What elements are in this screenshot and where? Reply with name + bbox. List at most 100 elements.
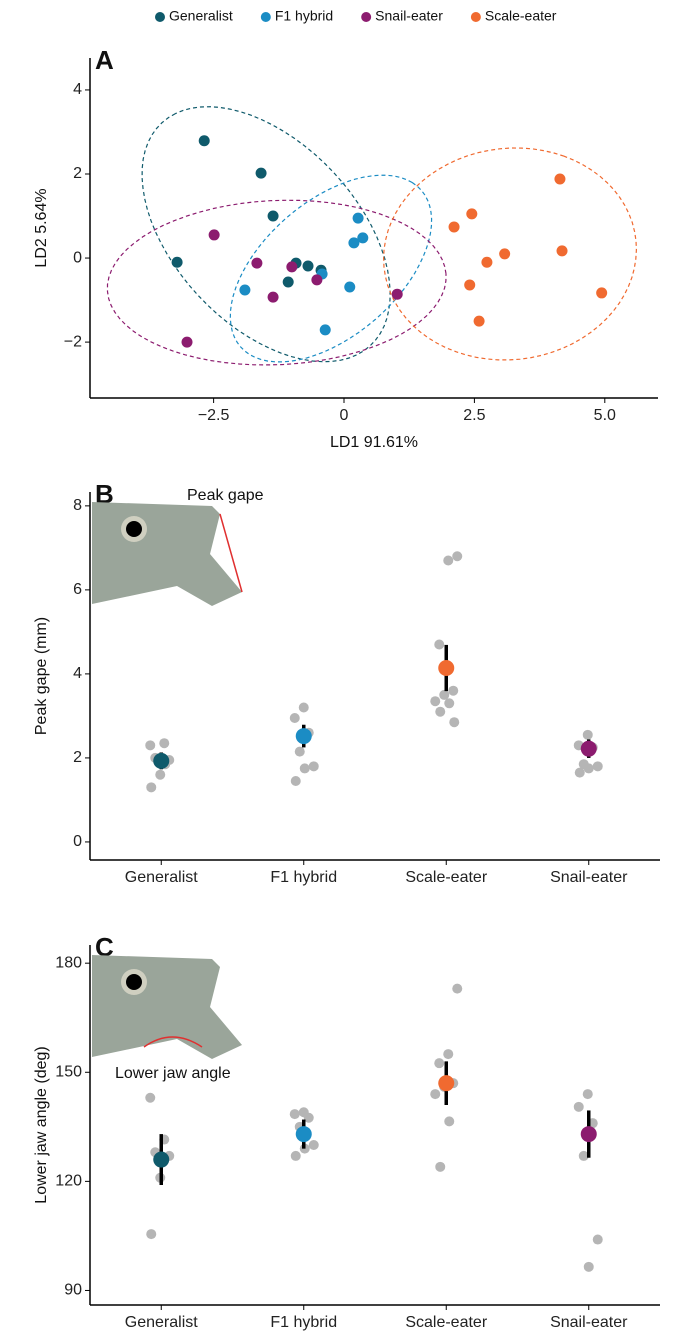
scatter-point [267,210,279,222]
data-point [435,706,446,717]
annotation: Lower jaw angle [115,1065,231,1082]
scatter-point [391,288,403,300]
scatter-point [596,287,608,299]
x-tick-label: 0 [340,407,349,424]
angle-arc [143,1036,203,1048]
scatter-point [481,256,493,268]
x-tick-label: F1 hybrid [270,1314,337,1331]
legend-swatch [470,12,481,22]
data-point [452,983,463,994]
scatter-point [556,245,568,257]
data-point [574,767,585,778]
data-point [583,763,594,774]
x-tick-label: Snail-eater [550,869,628,886]
scatter-point [473,315,485,327]
y-tick-label: 4 [73,665,82,682]
fish-pupil [126,521,142,537]
legend-label: F1 hybrid [275,8,333,24]
x-tick-label: F1 hybrid [270,869,337,886]
confidence-ellipse [106,199,447,366]
x-tick-label: Scale-eater [405,869,487,886]
data-point [443,1049,454,1060]
scatter-point [357,232,369,244]
scatter-point [302,260,314,272]
y-tick-label: 2 [73,749,82,766]
scatter-point [319,324,331,336]
scatter-point [282,276,294,288]
x-tick-label: 5.0 [594,407,616,424]
data-point [439,689,450,700]
x-tick-label: −2.5 [198,407,230,424]
y-tick-label: 0 [73,249,82,266]
scatter-point [352,212,364,224]
data-point [159,738,170,749]
data-point [145,740,156,751]
y-tick-label: 150 [55,1063,82,1080]
data-point [430,1089,441,1100]
scatter-point [554,173,566,185]
y-axis-label: Peak gape (mm) [33,617,50,735]
scatter-point [239,284,251,296]
y-tick-label: −2 [64,333,82,350]
panel-label: A [95,45,114,75]
data-point [443,555,454,566]
y-tick-label: 0 [73,833,82,850]
x-tick-label: Snail-eater [550,1314,628,1331]
data-point [573,1101,584,1112]
scatter-point [171,256,183,268]
y-tick-label: 8 [73,497,82,514]
data-point [582,1089,593,1100]
panel-label: B [95,479,114,509]
data-point [294,746,305,757]
x-tick-label: Generalist [125,869,198,886]
y-tick-label: 6 [73,581,82,598]
mean-point [295,1126,312,1143]
scatter-point [448,221,460,233]
data-point [434,1058,445,1069]
scatter-point [255,167,267,179]
y-tick-label: 4 [73,81,82,98]
y-tick-label: 180 [55,954,82,971]
mean-point [153,1151,170,1168]
x-tick-label: Generalist [125,1314,198,1331]
y-tick-label: 2 [73,165,82,182]
x-tick-label: Scale-eater [405,1314,487,1331]
data-point [299,763,310,774]
legend-label: Snail-eater [375,8,443,24]
mean-point [438,660,455,677]
mean-point [153,752,170,769]
scatter-point [208,229,220,241]
data-point [582,729,593,740]
data-point [444,698,455,709]
data-point [290,1150,301,1161]
fish-pupil [126,974,142,990]
legend-swatch [361,12,372,22]
scatter-point [464,279,476,291]
mean-point [580,1126,597,1143]
data-point [145,1092,156,1103]
data-point [289,1109,300,1120]
data-point [146,1229,157,1240]
scatter-point [251,257,263,269]
data-point [578,1150,589,1161]
legend-label: Scale-eater [485,8,557,24]
confidence-ellipse [382,147,638,361]
data-point [583,1261,594,1272]
data-point [146,782,157,793]
mean-point [580,740,597,757]
scatter-point [311,274,323,286]
y-axis-label: Lower jaw angle (deg) [33,1046,50,1203]
data-point [289,713,300,724]
data-point [308,1140,319,1150]
gape-line [219,513,243,593]
data-point [290,776,301,787]
scatter-point [198,135,210,147]
data-point [434,639,445,650]
panel-label: C [95,932,114,962]
data-point [448,685,459,696]
data-point [155,769,166,780]
data-point [435,1161,446,1172]
data-point [298,702,309,713]
y-tick-label: 120 [55,1173,82,1190]
scatter-point [267,291,279,303]
